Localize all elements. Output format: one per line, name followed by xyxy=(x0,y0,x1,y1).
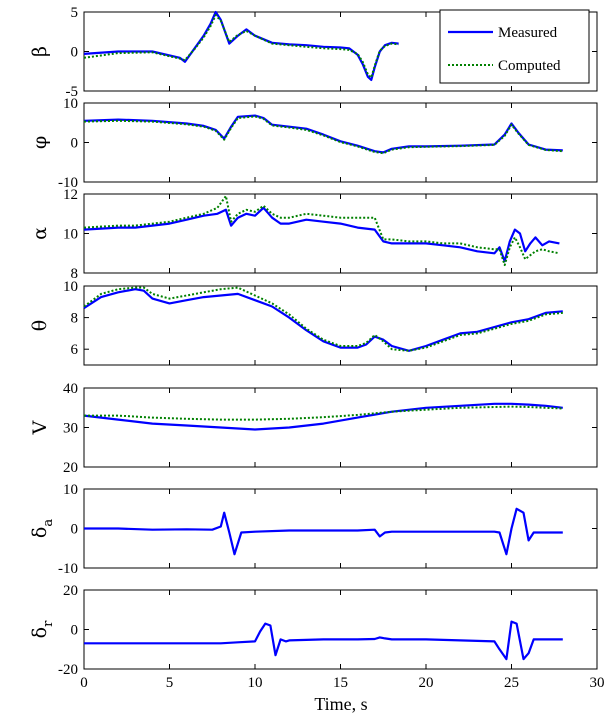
y-tick-label-beta: 0 xyxy=(71,45,79,61)
y-tick-label-delta_r: 0 xyxy=(71,623,79,639)
series-computed-phi xyxy=(83,115,563,155)
x-tick-label: 20 xyxy=(419,675,434,691)
y-tick-label-delta_r: -20 xyxy=(58,662,78,678)
series-computed-beta xyxy=(83,14,399,79)
y-tick-label-theta: 8 xyxy=(71,311,79,327)
x-tick-label: 25 xyxy=(504,675,519,691)
y-tick-label-phi: -10 xyxy=(58,175,78,191)
series-computed-alpha xyxy=(83,195,560,267)
y-axis-label-delta_a: δa xyxy=(29,519,56,538)
x-tick-label: 30 xyxy=(590,675,604,691)
series-computed-V xyxy=(84,405,563,421)
y-axis-label-subscript: a xyxy=(41,519,56,527)
y-tick-label-theta: 10 xyxy=(63,279,78,295)
y-axis-label-subscript: r xyxy=(41,620,56,627)
legend-label-computed: Computed xyxy=(498,58,561,74)
panel-theta: 6 8 10 θ xyxy=(29,279,598,366)
y-axis-label-delta_r: δr xyxy=(29,620,56,638)
y-tick-label-phi: 0 xyxy=(71,136,79,152)
y-axis-label-V: V xyxy=(29,420,51,435)
series-measured-delta_a xyxy=(84,507,563,556)
panel-V: 20 30 40 V xyxy=(29,381,598,476)
y-tick-label-delta_r: 20 xyxy=(63,583,78,599)
x-tick-label: 10 xyxy=(248,675,263,691)
y-tick-label-alpha: 12 xyxy=(63,187,78,203)
y-tick-label-theta: 6 xyxy=(71,342,79,358)
panel-frame-delta_r xyxy=(83,589,598,670)
y-tick-label-alpha: 10 xyxy=(63,227,78,243)
panel-frame-V xyxy=(83,387,598,468)
chart-panels: -505β-10010φ81012α6810θ203040V-10010δa-2… xyxy=(29,5,598,678)
legend-label-measured: Measured xyxy=(498,25,558,41)
x-tick-label: 0 xyxy=(80,675,88,691)
series-measured-alpha xyxy=(83,206,560,263)
x-tick-label: 15 xyxy=(333,675,348,691)
y-tick-label-beta: 5 xyxy=(71,5,79,21)
y-axis-label-theta: θ xyxy=(29,320,51,331)
series-measured-V xyxy=(83,402,563,431)
y-tick-label-alpha: 8 xyxy=(71,266,79,282)
series-computed-theta xyxy=(83,286,563,352)
y-tick-label-delta_a: -10 xyxy=(58,561,78,577)
legend-box xyxy=(439,9,590,84)
y-axis-label-beta: β xyxy=(29,46,51,57)
series-measured-delta_r xyxy=(84,620,563,661)
y-tick-label-delta_a: 10 xyxy=(63,482,78,498)
y-tick-label-beta: -5 xyxy=(66,84,79,100)
y-tick-label-V: 40 xyxy=(63,381,78,397)
y-tick-label-V: 20 xyxy=(63,460,78,476)
panel-frame-theta xyxy=(83,285,598,366)
y-tick-label-delta_a: 0 xyxy=(71,522,79,538)
y-tick-label-V: 30 xyxy=(63,421,78,437)
x-tick-label: 5 xyxy=(166,675,174,691)
panel-phi: -10 0 10 φ xyxy=(29,96,598,191)
y-tick-label-phi: 10 xyxy=(63,96,78,112)
panel-delta_r: -20 0 20 δr xyxy=(29,583,598,678)
x-axis-tick-labels: 0 5 10 15 20 25 30 xyxy=(80,675,604,691)
panel-alpha: 8 10 12 α xyxy=(29,187,598,282)
series-measured-beta xyxy=(83,10,399,82)
legend: Measured Computed xyxy=(439,9,590,84)
panel-frame-phi xyxy=(83,102,598,183)
y-axis-label-alpha: α xyxy=(29,227,51,240)
panel-delta_a: -10 0 10 δa xyxy=(29,482,598,577)
x-axis-label: Time, s xyxy=(314,694,367,714)
y-axis-label-phi: φ xyxy=(29,136,51,149)
series-measured-phi xyxy=(83,114,563,154)
series-measured-theta xyxy=(83,288,563,352)
